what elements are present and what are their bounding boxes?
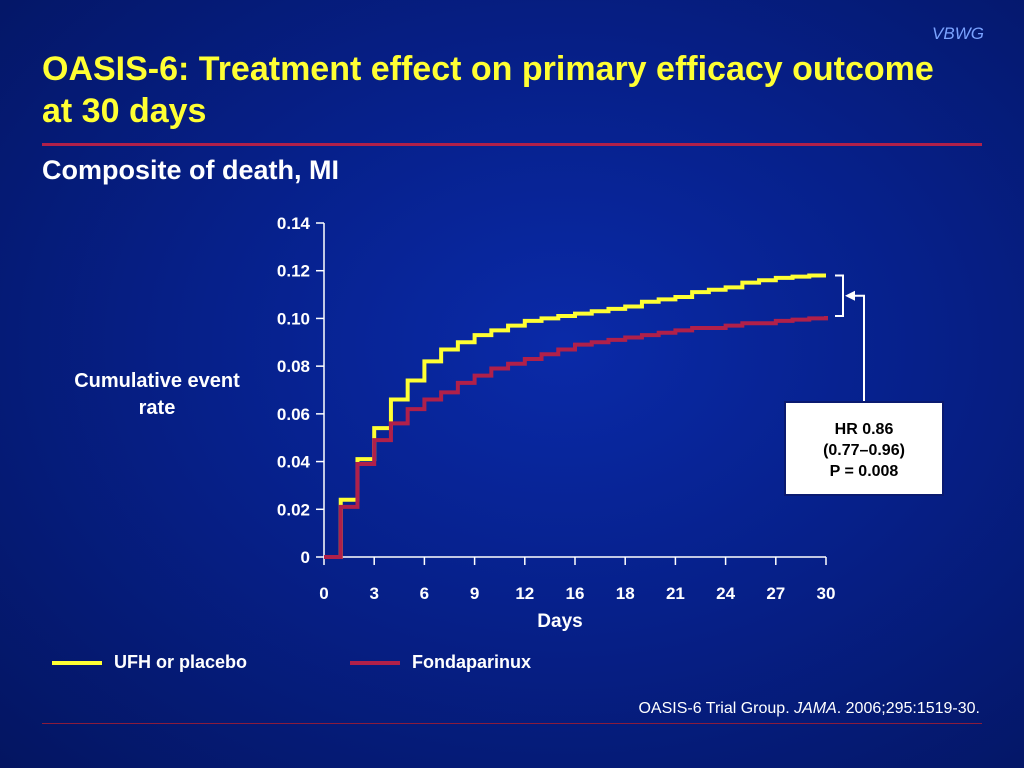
x-tick-label: 30 [817,584,836,603]
slide-title: OASIS-6: Treatment effect on primary eff… [42,50,934,130]
legend-item-ufh: UFH or placebo [52,652,247,673]
x-tick-label: 16 [566,584,585,603]
x-tick-label: 0 [319,584,328,603]
hr-bracket [835,274,865,401]
hr-value: HR 0.86 [834,421,894,438]
x-tick-label: 3 [369,584,378,603]
citation-journal: JAMA [794,700,837,717]
citation-prefix: OASIS-6 Trial Group. [638,700,795,717]
legend-swatch-fondaparinux [350,660,400,665]
legend-label-fondaparinux: Fondaparinux [412,652,532,672]
x-tick-label: 6 [420,584,429,603]
x-tick-label: 27 [766,584,785,603]
bracket-line [835,274,844,318]
y-tick-label: 0.12 [277,262,310,281]
hr-confidence-interval: (0.77–0.96) [823,442,905,459]
legend-item-fondaparinux: Fondaparinux [350,652,531,673]
y-tick-label: 0.08 [277,357,310,376]
hazard-ratio-box: HR 0.86 (0.77–0.96) P = 0.008 [784,401,944,496]
y-tick-label: 0.06 [277,405,310,424]
citation-suffix: . 2006;295:1519-30. [836,700,980,717]
x-tick-label: 9 [470,584,479,603]
slide-subtitle: Composite of death, MI [42,155,339,185]
footer-divider [42,723,982,724]
y-tick-label: 0.02 [277,500,310,519]
x-tick-label: 21 [666,584,685,603]
chart-axes: 0 0.02 0.04 0.06 0.08 0.10 0.12 0.14 0 3 6 9 12 16 18 2… [277,214,836,603]
series-line-ufh [324,273,826,559]
x-tick-label: 24 [716,584,735,603]
y-tick-label: 0.04 [277,453,311,472]
y-tick-label: 0.14 [277,214,311,233]
legend-label-ufh: UFH or placebo [114,652,248,672]
x-axis-label: Days [537,611,583,632]
chart-series-layer [324,273,828,559]
x-tick-label: 12 [515,584,534,603]
bracket-arrowhead [845,290,855,301]
series-line-fondaparinux [324,316,828,559]
brand-label: VBWG [932,24,984,43]
y-axis-label: Cumulative event rate [74,370,240,419]
y-tick-label: 0 [301,548,310,567]
citation: OASIS-6 Trial Group. JAMA. 2006;295:1519… [638,700,980,718]
legend-swatch-ufh [52,660,102,665]
hr-p-value: P = 0.008 [829,463,899,480]
x-tick-label: 18 [616,584,635,603]
y-tick-label: 0.10 [277,309,310,328]
bracket-connector [851,294,865,401]
title-divider [42,143,982,146]
